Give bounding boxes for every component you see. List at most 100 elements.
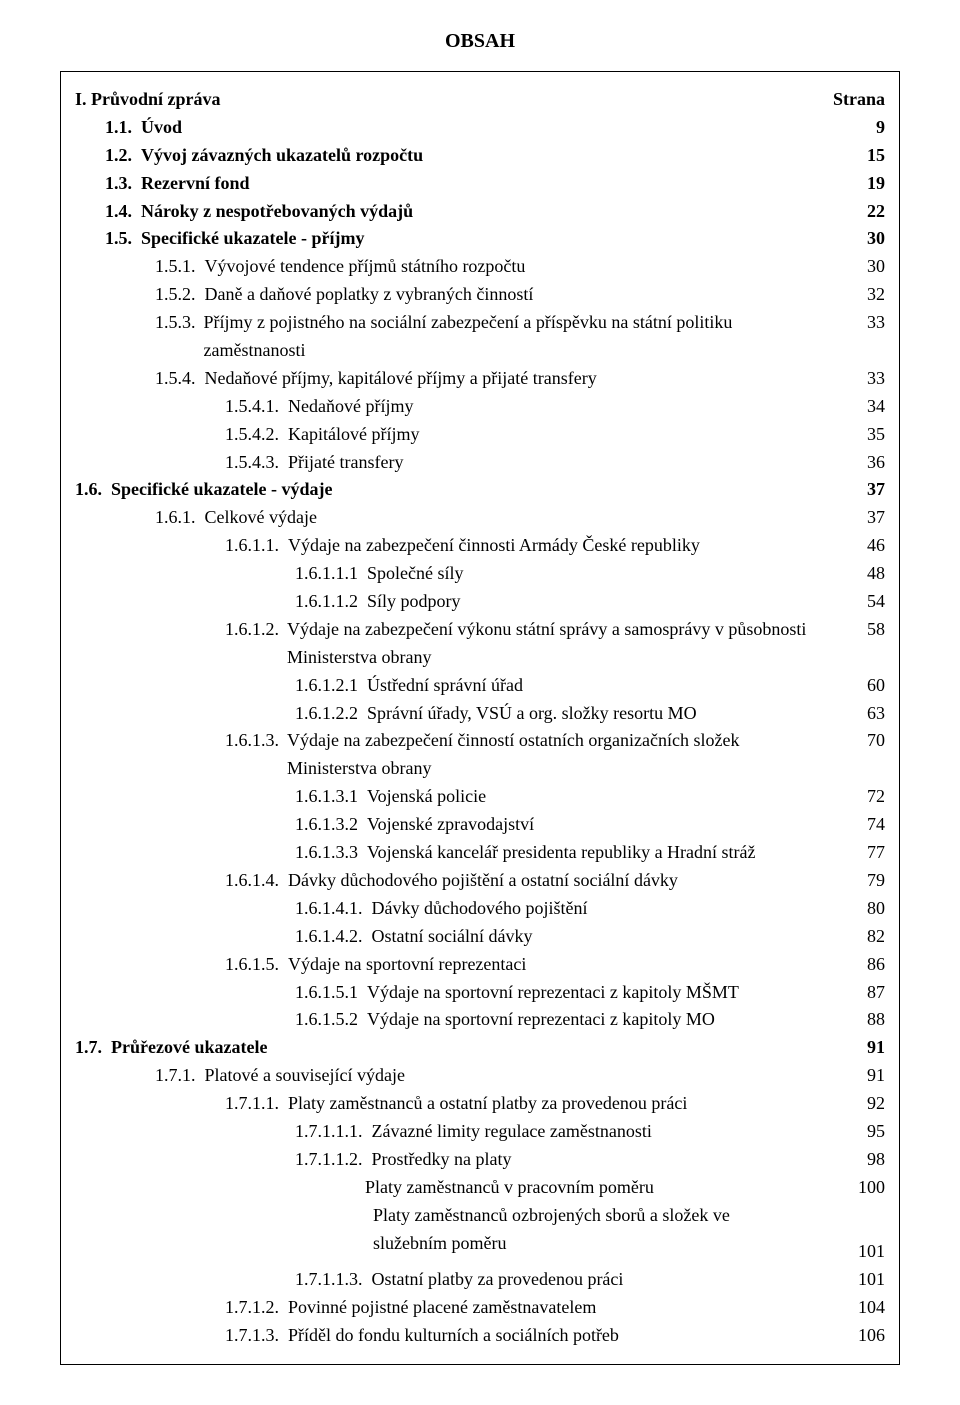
toc-row-num: 1.5.4.3. xyxy=(225,449,279,477)
toc-row: 1.6.1. Celkové výdaje37 xyxy=(75,504,885,532)
toc-row-text: Dávky důchodového pojištění a ostatní so… xyxy=(288,870,678,890)
toc-row-num: 1.5.2. xyxy=(155,281,196,309)
toc-row: 1.5.4.3. Přijaté transfery 36 xyxy=(75,449,885,477)
toc-row-label: 1.6.1.3.2 Vojenské zpravodajství xyxy=(295,811,815,839)
toc-row-text: Průřezové ukazatele xyxy=(111,1037,267,1057)
toc-frame: I. Průvodní zpráva Strana 1.1. Úvod91.2.… xyxy=(60,71,900,1365)
toc-row-label: 1.7.1.1.2. Prostředky na platy xyxy=(295,1146,815,1174)
toc-row: 1.7.1.3. Příděl do fondu kulturních a so… xyxy=(75,1322,885,1350)
toc-row-label: 1.4. Nároky z nespotřebovaných výdajů xyxy=(105,198,815,226)
toc-row-page: 15 xyxy=(815,142,885,170)
toc-row-num: 1.7.1.1.2. xyxy=(295,1146,363,1174)
toc-row-num: 1.6.1.4.1. xyxy=(295,895,363,923)
toc-row-num: 1.5. xyxy=(105,225,132,253)
toc-row: 1.6.1.3.Výdaje na zabezpečení činností o… xyxy=(75,727,885,783)
toc-row-num: 1.6.1.3.2 xyxy=(295,811,358,839)
toc-row-page: 72 xyxy=(815,783,885,811)
toc-row-label: 1.6.1. Celkové výdaje xyxy=(155,504,815,532)
toc-row-text: Výdaje na zabezpečení činností ostatních… xyxy=(287,727,807,783)
toc-row-label: 1.6.1.1.2 Síly podpory xyxy=(295,588,815,616)
toc-row-page: 35 xyxy=(815,421,885,449)
toc-row-page: 79 xyxy=(815,867,885,895)
toc-row: 1.6.1.3.2 Vojenské zpravodajství74 xyxy=(75,811,885,839)
toc-row-text: Vojenská policie xyxy=(367,786,486,806)
toc-row-label: 1.7.1.1.3. Ostatní platby za provedenou … xyxy=(295,1266,815,1294)
toc-row-text: Správní úřady, VSÚ a org. složky resortu… xyxy=(367,703,697,723)
toc-row-text: Ostatní platby za provedenou práci xyxy=(372,1269,624,1289)
toc-row: 1.6.1.2.Výdaje na zabezpečení výkonu stá… xyxy=(75,616,885,672)
toc-row-page: 48 xyxy=(815,560,885,588)
toc-row-label: 1.7. Průřezové ukazatele xyxy=(75,1034,815,1062)
toc-row-num: 1.7.1.1. xyxy=(225,1090,279,1118)
toc-row-label: 1.3. Rezervní fond xyxy=(105,170,815,198)
toc-row-text: Platy zaměstnanců v pracovním poměru xyxy=(365,1177,654,1197)
toc-row-num: 1.6.1.5.1 xyxy=(295,979,358,1007)
toc-row-label: 1.5.4. Nedaňové příjmy, kapitálové příjm… xyxy=(155,365,815,393)
toc-row-page: 101 xyxy=(815,1238,885,1266)
toc-row-num: 1.6.1.3. xyxy=(225,727,287,783)
toc-row: 1.7.1. Platové a související výdaje91 xyxy=(75,1062,885,1090)
toc-row-label: 1.7.1.1.1. Závazné limity regulace zaměs… xyxy=(295,1118,815,1146)
toc-row-label: 1.6.1.4. Dávky důchodového pojištění a o… xyxy=(225,867,815,895)
toc-row-num: 1.6.1.4.2. xyxy=(295,923,363,951)
toc-row-page: 101 xyxy=(815,1266,885,1294)
toc-row-text: Příjmy z pojistného na sociální zabezpeč… xyxy=(204,309,808,365)
toc-row-page: 82 xyxy=(815,923,885,951)
toc-row: 1.4. Nároky z nespotřebovaných výdajů22 xyxy=(75,198,885,226)
toc-row-page: 104 xyxy=(815,1294,885,1322)
toc-row-label: 1.6.1.5.1 Výdaje na sportovní reprezenta… xyxy=(295,979,815,1007)
toc-row-page: 19 xyxy=(815,170,885,198)
toc-row: 1.5.2. Daně a daňové poplatky z vybranýc… xyxy=(75,281,885,309)
toc-row-num: 1.6.1. xyxy=(155,504,196,532)
toc-row: 1.6.1.2.1 Ústřední správní úřad60 xyxy=(75,672,885,700)
toc-row: 1.6.1.1.1 Společné síly48 xyxy=(75,560,885,588)
toc-row-text: Nároky z nespotřebovaných výdajů xyxy=(141,201,413,221)
toc-row-num: 1.5.4. xyxy=(155,365,196,393)
toc-row-text: Nedaňové příjmy xyxy=(288,396,413,416)
toc-row: Platy zaměstnanců v pracovním poměru 100 xyxy=(75,1174,885,1202)
toc-row-num: 1.6.1.1.2 xyxy=(295,588,358,616)
toc-row: 1.5.1. Vývojové tendence příjmů státního… xyxy=(75,253,885,281)
toc-row-label: 1.7.1.2. Povinné pojistné placené zaměst… xyxy=(225,1294,815,1322)
toc-row: 1.7.1.1.1. Závazné limity regulace zaměs… xyxy=(75,1118,885,1146)
toc-row: 1.6.1.2.2 Správní úřady, VSÚ a org. slož… xyxy=(75,700,885,728)
toc-row-text: Daně a daňové poplatky z vybraných činno… xyxy=(205,284,534,304)
toc-row-label: 1.7.1.3. Příděl do fondu kulturních a so… xyxy=(225,1322,815,1350)
toc-row-page: 54 xyxy=(815,588,885,616)
toc-row: 1.7.1.1.3. Ostatní platby za provedenou … xyxy=(75,1266,885,1294)
toc-row-page: 30 xyxy=(815,225,885,253)
toc-row-text: Vojenské zpravodajství xyxy=(367,814,534,834)
toc-row-num: 1.6. xyxy=(75,476,102,504)
toc-row: 1.7. Průřezové ukazatele91 xyxy=(75,1034,885,1062)
toc-row-label: 1.7.1.1. Platy zaměstnanců a ostatní pla… xyxy=(225,1090,815,1118)
toc-header-page: Strana xyxy=(815,86,885,114)
toc-row-page: 91 xyxy=(815,1062,885,1090)
toc-row-text: Celkové výdaje xyxy=(205,507,317,527)
toc-row-page: 88 xyxy=(815,1006,885,1034)
toc-row-page: 36 xyxy=(815,449,885,477)
toc-row-text: Závazné limity regulace zaměstnanosti xyxy=(372,1121,652,1141)
toc-row-label: 1.5.4.2. Kapitálové příjmy xyxy=(225,421,815,449)
toc-row-label: Platy zaměstnanců ozbrojených sborů a sl… xyxy=(365,1202,815,1258)
toc-row-text: Přijaté transfery xyxy=(288,452,403,472)
toc-row-num xyxy=(365,1202,373,1258)
toc-row-num: 1.5.3. xyxy=(155,309,204,365)
toc-row-page: 92 xyxy=(815,1090,885,1118)
toc-header-num: I. xyxy=(75,86,87,114)
toc-row-text: Prostředky na platy xyxy=(372,1149,512,1169)
toc-row-page: 100 xyxy=(815,1174,885,1202)
toc-row-page: 9 xyxy=(815,114,885,142)
toc-row-text: Kapitálové příjmy xyxy=(288,424,419,444)
toc-row: 1.6.1.5.1 Výdaje na sportovní reprezenta… xyxy=(75,979,885,1007)
toc-row-num: 1.6.1.1. xyxy=(225,532,279,560)
toc-row-label: 1.6.1.3.1 Vojenská policie xyxy=(295,783,815,811)
toc-row-text: Vývoj závazných ukazatelů rozpočtu xyxy=(141,145,423,165)
toc-row-label: 1.6.1.1.1 Společné síly xyxy=(295,560,815,588)
toc-row-label: 1.6.1.4.1. Dávky důchodového pojištění xyxy=(295,895,815,923)
toc-row: 1.7.1.2. Povinné pojistné placené zaměst… xyxy=(75,1294,885,1322)
toc-row: 1.5. Specifické ukazatele - příjmy30 xyxy=(75,225,885,253)
toc-row-text: Specifické ukazatele - výdaje xyxy=(111,479,332,499)
toc-header-label: I. Průvodní zpráva xyxy=(75,86,815,114)
toc-row-num: 1.6.1.2.2 xyxy=(295,700,358,728)
toc-row-label: 1.7.1. Platové a související výdaje xyxy=(155,1062,815,1090)
